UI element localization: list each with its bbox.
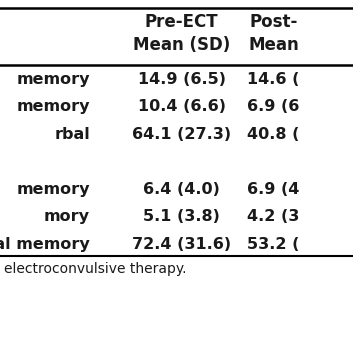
Text: 14.9 (6.5): 14.9 (6.5) xyxy=(138,72,226,86)
Text: 5.1 (3.8): 5.1 (3.8) xyxy=(143,209,220,224)
Text: 64.1 (27.3): 64.1 (27.3) xyxy=(132,127,231,142)
Text: mory: mory xyxy=(44,209,90,224)
Text: Pre-ECT
Mean (SD): Pre-ECT Mean (SD) xyxy=(133,13,231,54)
Text: electroconvulsive therapy.: electroconvulsive therapy. xyxy=(4,262,186,276)
Text: 40.8 (: 40.8 ( xyxy=(247,127,300,142)
Text: 14.6 (: 14.6 ( xyxy=(247,72,300,86)
Text: rbal: rbal xyxy=(54,127,90,142)
Text: 4.2 (3: 4.2 (3 xyxy=(247,209,300,224)
Text: ual memory: ual memory xyxy=(0,237,90,252)
Text: memory: memory xyxy=(17,72,90,86)
Text: 10.4 (6.6): 10.4 (6.6) xyxy=(138,99,226,114)
Text: memory: memory xyxy=(17,182,90,197)
Text: memory: memory xyxy=(17,99,90,114)
Text: 72.4 (31.6): 72.4 (31.6) xyxy=(132,237,231,252)
Text: 53.2 (: 53.2 ( xyxy=(247,237,300,252)
Text: 6.9 (6: 6.9 (6 xyxy=(247,99,300,114)
Text: 6.9 (4: 6.9 (4 xyxy=(247,182,300,197)
Text: Post-
Mean: Post- Mean xyxy=(248,13,299,54)
Text: 6.4 (4.0): 6.4 (4.0) xyxy=(143,182,220,197)
